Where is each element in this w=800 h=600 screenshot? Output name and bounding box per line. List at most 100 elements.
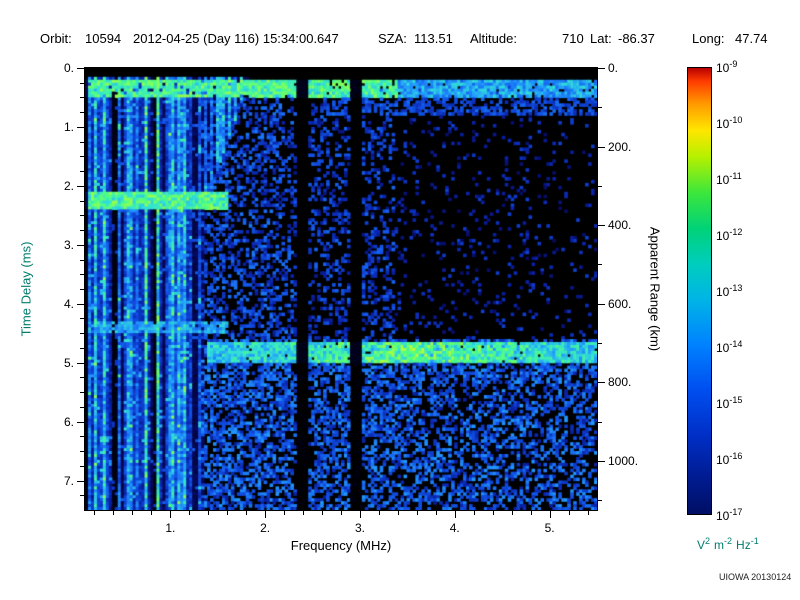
colorbar-unit-label: V2 m-2 Hz-1 — [697, 536, 759, 552]
y2-tick — [598, 225, 605, 227]
y2-tick-label: 800. — [608, 375, 632, 390]
y-tick-label: 2. — [63, 178, 74, 193]
credit-text: UIOWA 20130124 — [719, 572, 792, 582]
x-minor-tick — [416, 511, 418, 515]
lat-value: -86.37 — [618, 31, 655, 46]
y-tick — [77, 185, 84, 187]
colorbar-tick-label: 10-15 — [716, 395, 743, 411]
x-minor-tick — [132, 511, 134, 515]
y-tick — [77, 421, 84, 423]
y2-minor-tick — [598, 421, 602, 423]
y2-tick — [598, 382, 605, 384]
y2-tick-label: 600. — [608, 296, 632, 311]
x-minor-tick — [189, 511, 191, 515]
y2-minor-tick — [598, 264, 602, 266]
unit-hz-exp: -1 — [750, 536, 759, 546]
x-tick-label: 4. — [449, 521, 460, 535]
x-minor-tick — [530, 511, 532, 515]
x-minor-tick — [322, 511, 324, 515]
x-minor-tick — [341, 511, 342, 515]
x-minor-tick — [303, 511, 305, 515]
colorbar-tick-label: 10-9 — [716, 59, 738, 75]
x-tick-label: 2. — [260, 521, 271, 535]
y2-minor-tick — [598, 343, 602, 345]
y-tick-label: 4. — [63, 296, 74, 311]
y-tick — [77, 68, 84, 69]
y-tick — [77, 303, 84, 305]
y2-minor-tick — [598, 500, 602, 502]
colorbar-tick-label: 10-14 — [716, 339, 743, 355]
y-tick — [77, 244, 84, 246]
colorbar-tick-label: 10-16 — [716, 451, 743, 467]
lat-label: Lat: — [590, 31, 612, 46]
altitude-value: 710 — [562, 31, 584, 46]
x-minor-tick — [473, 511, 475, 515]
y2-minor-tick — [598, 107, 602, 109]
x-minor-tick — [397, 511, 399, 515]
x-minor-tick — [492, 511, 494, 515]
y-tick — [77, 126, 84, 128]
x-minor-tick — [151, 511, 153, 515]
x-minor-tick — [208, 511, 210, 515]
sza-value: 113.51 — [414, 31, 453, 46]
y2-tick-label: 400. — [608, 218, 632, 233]
y-tick-label: 7. — [63, 473, 74, 488]
x-minor-tick — [227, 511, 229, 515]
colorbar-tick-label: 10-11 — [716, 171, 742, 187]
x-minor-tick — [435, 511, 437, 515]
unit-m: m — [714, 538, 725, 552]
y2-tick — [598, 303, 605, 305]
x-tick-label: 5. — [544, 521, 555, 535]
unit-hz: Hz — [736, 538, 751, 552]
x-minor-tick — [246, 511, 248, 515]
orbit-value: 10594 — [85, 31, 122, 46]
y2-minor-tick — [598, 185, 602, 187]
colorbar-tick-label: 10-10 — [716, 115, 743, 131]
x-tick-label: 3. — [354, 521, 365, 535]
x-minor-tick — [568, 511, 570, 515]
y2-tick-label: 200. — [608, 139, 632, 154]
x-minor-tick — [587, 511, 589, 515]
x-axis-title: Frequency (MHz) — [290, 538, 392, 553]
y2-tick — [598, 146, 605, 148]
y-tick-label: 0. — [63, 61, 74, 75]
y2-tick — [598, 68, 605, 69]
y-tick-label: 6. — [63, 414, 74, 429]
x-tick — [549, 511, 551, 518]
x-minor-tick — [378, 511, 380, 515]
y2-tick-label: 1000. — [608, 453, 639, 468]
x-minor-tick — [511, 511, 513, 515]
long-value: 47.74 — [735, 31, 768, 46]
colorbar — [687, 67, 712, 515]
y-tick-label: 1. — [63, 119, 74, 134]
x-minor-tick — [94, 511, 96, 515]
y2-axis-title: Apparent Range (km) — [647, 226, 663, 352]
orbit-label: Orbit: — [40, 31, 72, 46]
y2-tick — [598, 460, 605, 462]
x-tick — [265, 511, 267, 518]
datetime-text: 2012-04-25 (Day 116) 15:34:00.647 — [133, 31, 339, 46]
x-tick — [359, 511, 361, 518]
spectrogram-canvas — [85, 68, 597, 510]
x-tick — [170, 511, 172, 518]
sza-label: SZA: — [378, 31, 407, 46]
x-tick — [454, 511, 456, 518]
y-tick — [77, 362, 84, 364]
y-axis-title: Time Delay (ms) — [18, 241, 34, 337]
long-label: Long: — [692, 31, 725, 46]
y-tick-label: 3. — [63, 237, 74, 252]
unit-m-exp: -2 — [724, 536, 733, 546]
y-tick — [77, 480, 84, 482]
colorbar-tick-label: 10-13 — [716, 283, 743, 299]
x-minor-tick — [284, 511, 286, 515]
x-tick-label: 1. — [165, 521, 176, 535]
y2-tick-label: 0. — [608, 61, 619, 75]
colorbar-tick-label: 10-17 — [716, 507, 743, 523]
y-tick-label: 5. — [63, 355, 74, 370]
unit-v: V — [697, 538, 706, 552]
unit-v-exp: 2 — [705, 536, 711, 546]
x-minor-tick — [113, 511, 115, 515]
altitude-label: Altitude: — [470, 31, 517, 46]
spectrogram-plot — [84, 67, 598, 511]
